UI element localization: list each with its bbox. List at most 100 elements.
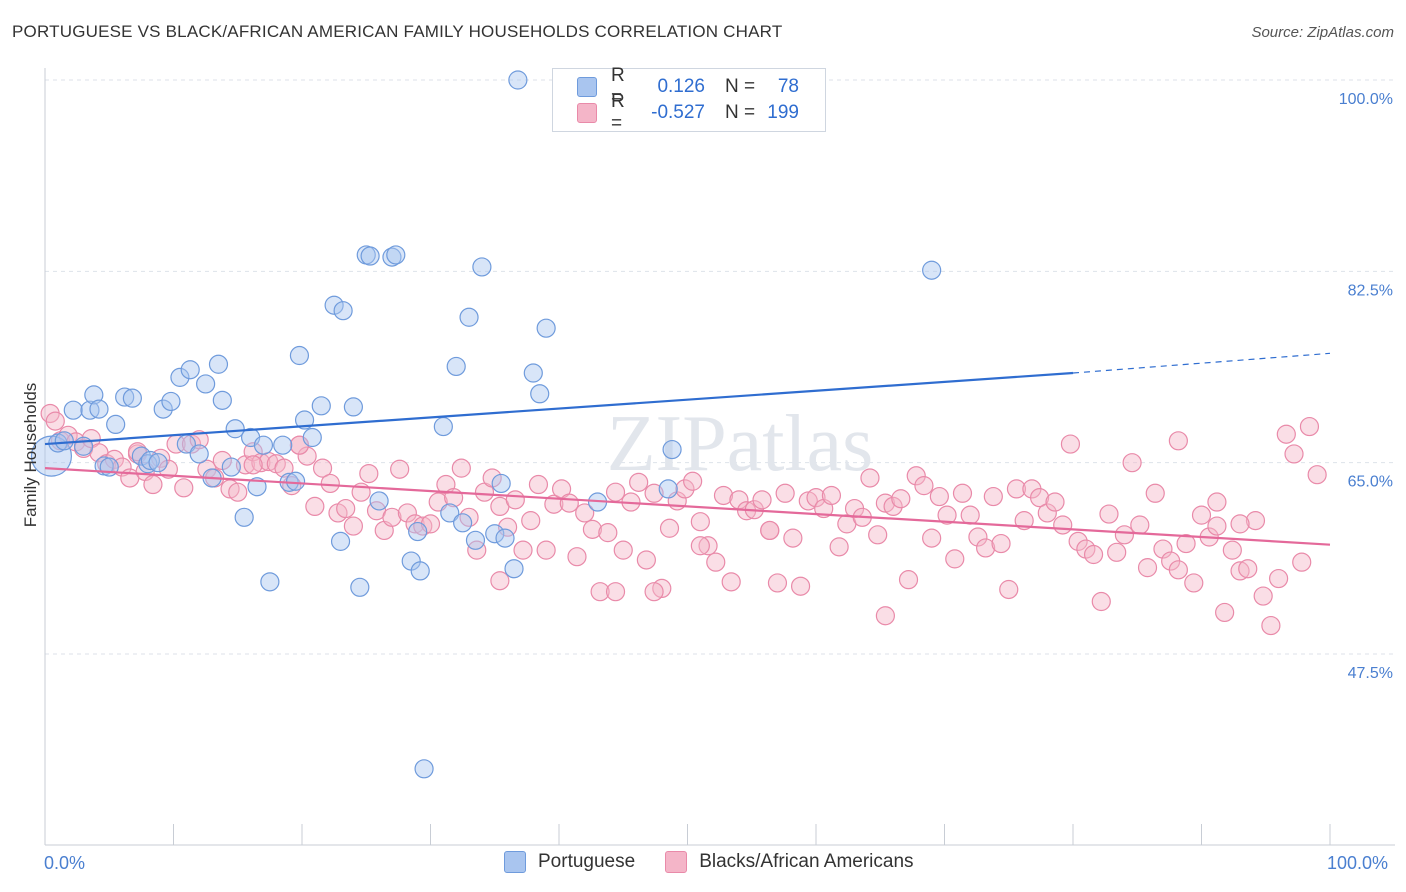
chart-title: PORTUGUESE VS BLACK/AFRICAN AMERICAN FAM… <box>12 22 783 41</box>
data-point-black-african-american <box>297 446 317 466</box>
data-point-black-african-american <box>405 514 425 534</box>
data-point-black-african-american <box>1191 505 1212 525</box>
data-point-black-african-american <box>528 474 549 495</box>
data-point-black-african-american <box>1215 602 1235 623</box>
data-point-black-african-american <box>490 571 510 591</box>
watermark: ZIPatlas <box>607 400 874 488</box>
data-point-black-african-american <box>1068 531 1088 551</box>
data-point-black-african-american <box>613 540 633 560</box>
data-point-black-african-american <box>1253 586 1273 606</box>
data-point-black-african-american <box>359 464 379 484</box>
data-point-portuguese <box>350 577 370 597</box>
data-point-black-african-american <box>675 479 695 499</box>
legend-r-value: -0.527 <box>651 102 705 123</box>
data-point-black-african-american <box>413 516 433 536</box>
data-point-black-african-american <box>914 476 934 496</box>
data-point-black-african-american <box>1037 503 1057 523</box>
data-point-black-african-american <box>143 474 163 495</box>
data-point-black-african-american <box>798 491 818 511</box>
legend-row-black-african-american: R = -0.527 N = 199 <box>577 91 799 134</box>
data-point-black-african-american <box>1284 444 1304 464</box>
legend-swatch-pink <box>665 851 688 873</box>
data-point-portuguese <box>465 530 486 550</box>
data-point-portuguese <box>170 367 190 387</box>
x-tick-label-min: 0.0% <box>44 853 86 873</box>
y-tick-label: 82.5% <box>1348 282 1393 299</box>
data-point-portuguese <box>180 360 200 380</box>
data-point-black-african-american <box>467 540 487 560</box>
data-point-portuguese <box>196 374 216 394</box>
trend-line-portuguese <box>44 371 1074 446</box>
data-point-black-african-american <box>1145 483 1165 503</box>
data-point-black-african-american <box>1299 416 1320 437</box>
data-point-black-african-american <box>968 527 988 547</box>
data-point-portuguese <box>273 435 293 455</box>
data-point-black-african-american <box>320 473 340 494</box>
data-point-portuguese <box>208 354 229 374</box>
data-point-black-african-american <box>891 489 911 509</box>
data-point-black-african-american <box>536 540 556 560</box>
data-point-portuguese <box>491 473 511 494</box>
data-point-black-african-american <box>1107 542 1127 562</box>
legend-item-black-african-american[interactable]: Blacks/African Americans <box>665 851 914 873</box>
y-tick-label: 100.0% <box>1339 91 1393 108</box>
legend-row-portuguese: R = 0.126 N = 78 <box>577 65 799 108</box>
data-point-portuguese <box>324 295 344 315</box>
data-point-black-african-american <box>760 520 780 541</box>
data-point-portuguese <box>504 559 524 579</box>
data-point-portuguese <box>115 387 135 407</box>
data-point-black-african-american <box>698 536 718 556</box>
data-point-black-african-american <box>1099 504 1119 524</box>
data-point-black-african-american <box>952 483 973 503</box>
data-point-portuguese <box>523 363 543 383</box>
data-point-black-african-american <box>1168 431 1188 451</box>
y-tick-labels: 47.5% 65.0% 82.5% 100.0% <box>1339 91 1393 682</box>
data-point-portuguese <box>189 444 209 464</box>
data-point-black-african-american <box>274 458 294 478</box>
data-point-black-african-american <box>659 518 680 538</box>
data-point-black-african-american <box>644 483 664 503</box>
data-point-black-african-american <box>590 582 610 602</box>
data-point-black-african-american <box>1230 561 1250 581</box>
data-point-portuguese <box>63 400 83 420</box>
legend-item-portuguese[interactable]: Portuguese <box>504 851 635 873</box>
data-point-black-african-american <box>929 486 949 507</box>
data-point-portuguese <box>84 385 104 405</box>
trend-lines <box>44 352 1331 546</box>
data-point-black-african-american <box>1230 514 1250 534</box>
data-point-black-african-american <box>1168 560 1188 580</box>
data-point-black-african-american <box>1006 479 1027 499</box>
data-point-black-african-american <box>513 540 533 560</box>
data-point-black-african-american <box>960 505 980 525</box>
data-point-portuguese <box>330 531 351 551</box>
data-point-black-african-american <box>1268 568 1289 589</box>
data-point-black-african-american <box>243 455 263 475</box>
data-point-black-african-american <box>875 493 895 513</box>
data-point-black-african-american <box>875 606 895 626</box>
data-point-portuguese <box>386 245 406 265</box>
data-point-portuguese <box>333 301 353 321</box>
data-point-black-african-american <box>567 547 587 567</box>
data-point-black-african-american <box>1176 533 1196 554</box>
data-point-black-african-american <box>312 458 333 478</box>
data-point-portuguese <box>302 427 322 448</box>
data-point-black-african-american <box>1307 465 1327 485</box>
data-point-portuguese <box>662 439 682 460</box>
data-point-portuguese <box>54 431 74 451</box>
data-point-portuguese <box>234 507 254 527</box>
data-point-black-african-american <box>582 519 603 539</box>
data-point-portuguese <box>453 513 473 533</box>
legend-n-value: 199 <box>767 102 799 123</box>
data-point-black-african-american <box>228 482 248 502</box>
correlation-legend: R = 0.126 N = 78 R = -0.527 N = 199 <box>552 65 826 134</box>
data-point-portuguese <box>446 356 466 377</box>
data-point-black-african-american <box>1222 540 1242 560</box>
source-label: Source: ZipAtlas.com <box>1251 24 1394 41</box>
data-point-black-african-american <box>922 528 942 548</box>
data-point-black-african-american <box>336 498 356 519</box>
legend-swatch-pink <box>577 103 597 123</box>
data-point-portuguese <box>433 416 453 437</box>
data-point-black-african-american <box>999 579 1019 600</box>
data-point-black-african-american <box>636 550 656 570</box>
data-point-black-african-american <box>343 516 363 536</box>
